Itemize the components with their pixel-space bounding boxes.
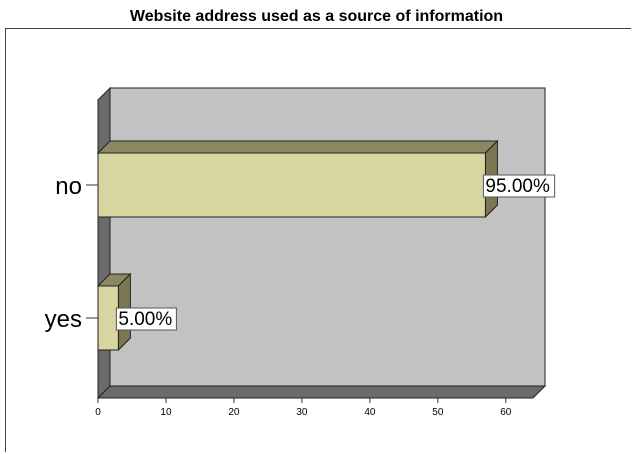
- chart-frame: [5, 28, 631, 452]
- chart-walls: [96, 86, 547, 400]
- category-labels: no yes: [45, 173, 98, 333]
- x-tick-label-60: 60: [500, 407, 512, 418]
- x-axis: 0 10 20 30 40 50 60: [95, 398, 512, 418]
- category-label-yes: yes: [45, 306, 82, 333]
- data-labels: 95.00% 5.00%: [115, 174, 556, 331]
- x-tick-label-40: 40: [364, 407, 376, 418]
- bar-no: [96, 139, 499, 219]
- x-tick-label-10: 10: [160, 407, 172, 418]
- data-label-box-no: [482, 174, 556, 198]
- x-tick-label-50: 50: [432, 407, 444, 418]
- chart-title: Website address used as a source of info…: [129, 8, 504, 25]
- x-tick-label-20: 20: [228, 407, 240, 418]
- bar-top-no: [96, 140, 499, 154]
- bar-yes: [96, 272, 132, 352]
- category-label-no: no: [55, 173, 82, 200]
- bar-front-yes: [97, 285, 119, 351]
- x-tick-label-0: 0: [95, 407, 101, 418]
- bar-front-no: [97, 152, 486, 218]
- floor: [96, 385, 547, 399]
- back-wall: [109, 87, 546, 387]
- data-label-yes: 5.00%: [118, 309, 172, 330]
- data-label-no: 95.00%: [485, 176, 550, 197]
- x-tick-label-30: 30: [296, 407, 308, 418]
- data-label-box-yes: [115, 307, 177, 331]
- left-wall: [97, 86, 111, 400]
